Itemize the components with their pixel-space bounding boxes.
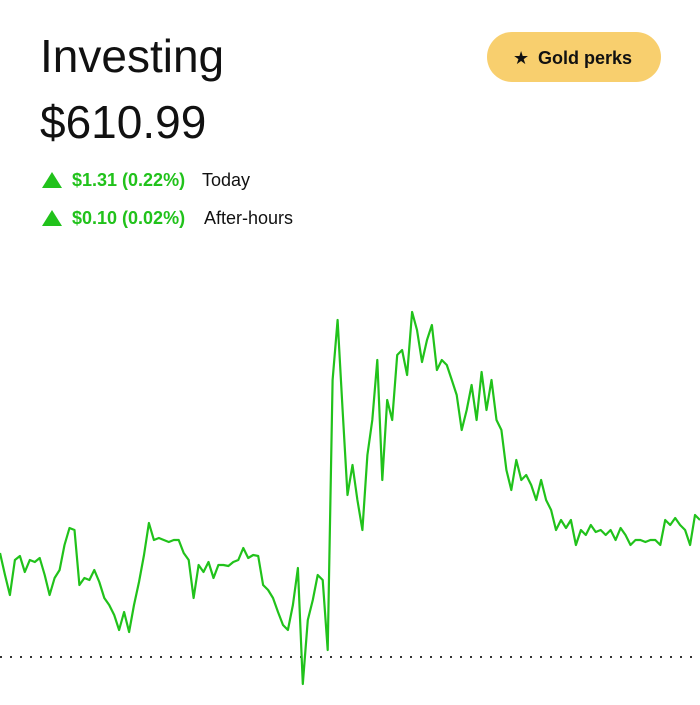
change-label: Today — [202, 170, 250, 190]
button-background — [487, 32, 661, 82]
change-amount: $0.10 (0.02%) — [72, 208, 185, 228]
star-icon: ★ — [513, 48, 529, 68]
price-line — [0, 310, 700, 686]
up-arrow — [42, 172, 62, 188]
up-arrow — [42, 210, 62, 226]
button-label: Gold perks — [538, 48, 632, 68]
change-label: After-hours — [204, 208, 293, 228]
change-amount: $1.31 (0.22%) — [72, 170, 185, 190]
portfolio-value: $610.99 — [40, 96, 206, 148]
page-title: Investing — [40, 30, 224, 82]
gold-perks-button[interactable]: ★ Gold perks — [487, 32, 661, 82]
